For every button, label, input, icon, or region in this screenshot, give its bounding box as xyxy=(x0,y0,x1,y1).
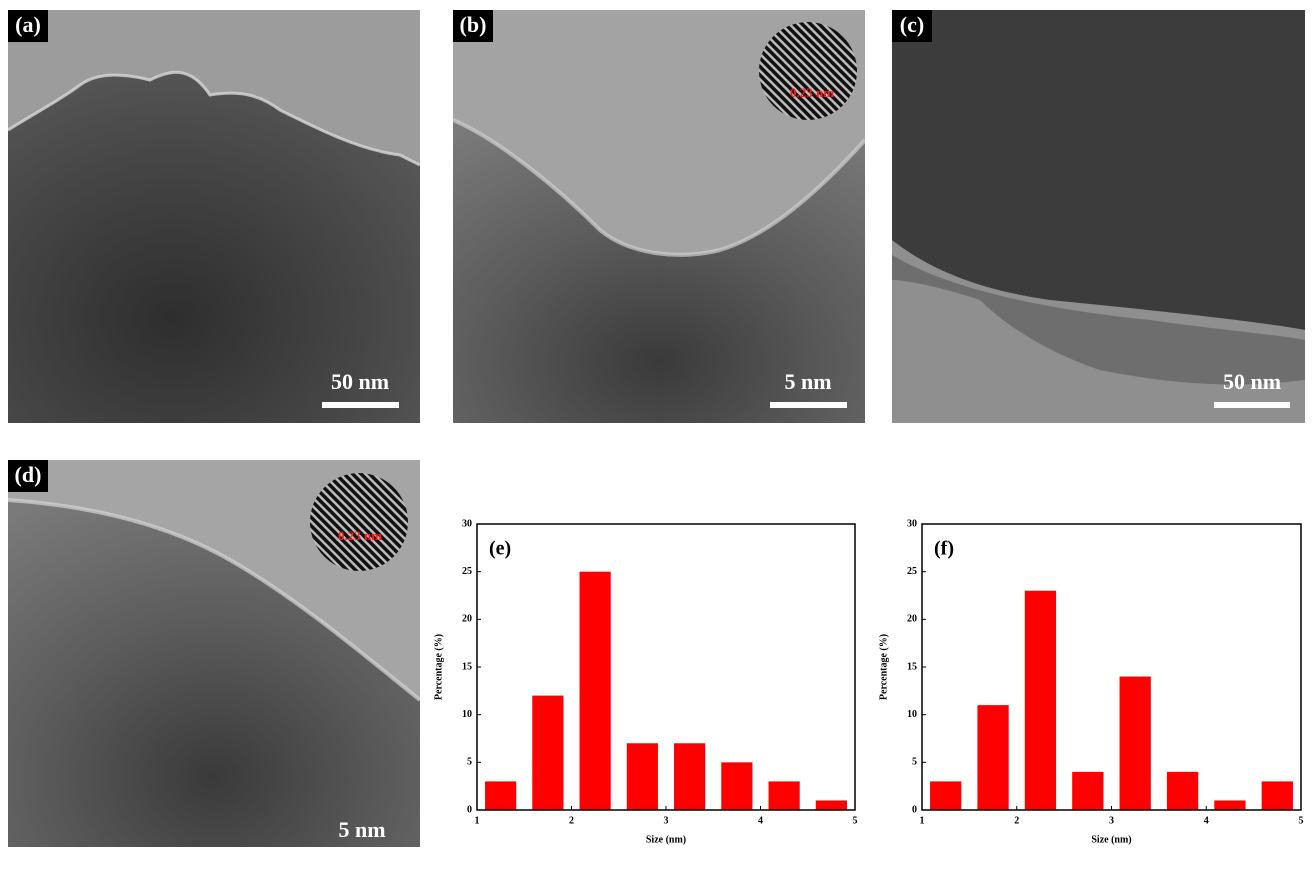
x-tick-label: 4 xyxy=(1204,815,1209,826)
y-tick-label: 10 xyxy=(907,709,917,720)
bar xyxy=(1261,781,1293,810)
scale-bar-label: 50 nm xyxy=(1223,369,1281,394)
x-tick-label: 5 xyxy=(1299,815,1304,826)
y-tick-label: 0 xyxy=(467,804,472,815)
x-tick-label: 4 xyxy=(758,815,763,826)
bar xyxy=(977,705,1009,810)
y-tick-label: 30 xyxy=(907,518,917,529)
x-tick-label: 2 xyxy=(1014,815,1019,826)
bar xyxy=(579,571,611,810)
micrograph-b xyxy=(453,10,865,423)
panel-label: (f) xyxy=(934,538,954,560)
bar xyxy=(1119,676,1151,810)
bar xyxy=(1072,771,1104,810)
x-tick-label: 3 xyxy=(664,815,669,826)
y-tick-label: 5 xyxy=(912,757,917,768)
panel-label: (d) xyxy=(15,462,42,487)
y-tick-label: 5 xyxy=(467,757,472,768)
y-tick-label: 30 xyxy=(462,518,472,529)
bar xyxy=(532,695,564,810)
y-tick-label: 15 xyxy=(907,661,917,672)
y-tick-label: 10 xyxy=(462,709,472,720)
micrograph-d xyxy=(8,460,420,847)
bar xyxy=(768,781,800,810)
bar xyxy=(674,743,706,810)
y-tick-label: 20 xyxy=(462,614,472,625)
bar xyxy=(485,781,517,810)
bar xyxy=(930,781,962,810)
micrograph-c xyxy=(892,10,1305,423)
micrograph-a xyxy=(8,10,420,423)
y-tick-label: 25 xyxy=(907,566,917,577)
bar xyxy=(626,743,658,810)
y-tick-label: 20 xyxy=(907,614,917,625)
x-tick-label: 1 xyxy=(475,815,480,826)
y-tick-label: 25 xyxy=(462,566,472,577)
bar xyxy=(1166,771,1199,810)
panel-label: (c) xyxy=(900,12,924,37)
x-tick-label: 2 xyxy=(569,815,574,826)
bar xyxy=(1214,800,1246,810)
y-tick-label: 0 xyxy=(912,804,917,815)
x-axis-label: Size (nm) xyxy=(646,834,686,845)
bar xyxy=(815,800,847,810)
x-tick-label: 1 xyxy=(920,815,925,826)
bar xyxy=(721,762,753,810)
inset-label: 0.23 nm xyxy=(338,528,382,543)
bar xyxy=(1024,590,1057,810)
scale-bar-label: 5 nm xyxy=(784,369,831,394)
y-axis-label: Percentage (%) xyxy=(433,634,444,700)
inset-label: 0.23 nm xyxy=(790,85,834,100)
x-tick-label: 3 xyxy=(1109,815,1114,826)
scale-bar-label: 5 nm xyxy=(338,817,385,842)
y-axis-label: Percentage (%) xyxy=(878,634,889,700)
y-tick-label: 15 xyxy=(462,661,472,672)
panel-label: (e) xyxy=(489,538,511,560)
panel-label: (a) xyxy=(15,12,41,37)
scale-bar-label: 50 nm xyxy=(331,369,389,394)
x-axis-label: Size (nm) xyxy=(1091,834,1131,845)
x-tick-label: 5 xyxy=(853,815,858,826)
panel-label: (b) xyxy=(460,12,487,37)
